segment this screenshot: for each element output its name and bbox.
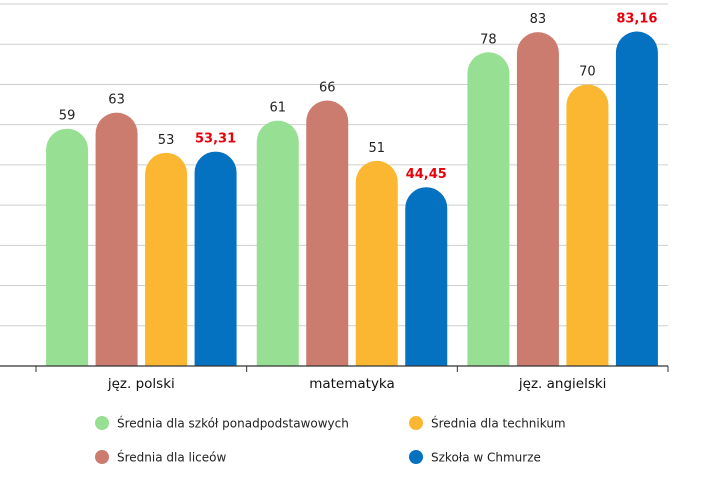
legend-swatch: [409, 450, 423, 464]
legend-swatch: [409, 416, 423, 430]
legend-item: Średnia dla liceów: [95, 450, 227, 465]
data-label: 53,31: [195, 132, 236, 147]
bar: [566, 84, 609, 366]
category-label: jęz. polski: [107, 376, 175, 392]
data-label: 51: [368, 141, 385, 156]
legend-label: Średnia dla szkół ponadpodstawowych: [117, 416, 349, 431]
legend-label: Szkoła w Chmurze: [431, 451, 541, 465]
legend-swatch: [95, 416, 109, 430]
bars: [46, 31, 658, 367]
data-label: 59: [59, 109, 76, 124]
bar: [95, 112, 138, 367]
category-label: matematyka: [309, 376, 395, 392]
data-label: 70: [579, 64, 596, 79]
legend-swatch: [95, 450, 109, 464]
bar: [306, 100, 349, 367]
data-label: 61: [269, 101, 286, 116]
data-label: 63: [108, 93, 125, 108]
data-label: 53: [158, 133, 175, 148]
legend-item: Szkoła w Chmurze: [409, 450, 541, 465]
bar: [405, 187, 448, 366]
legend-label: Średnia dla technikum: [431, 416, 566, 431]
legend-label: Średnia dla liceów: [117, 450, 227, 465]
bar: [145, 152, 188, 366]
data-label: 44,45: [406, 167, 447, 182]
bar: [516, 32, 559, 367]
data-label: 83: [530, 12, 547, 27]
x-axis-ticks: [35, 366, 669, 372]
category-label: jęz. angielski: [518, 376, 607, 392]
bar: [467, 52, 510, 367]
data-label: 83,16: [616, 12, 657, 27]
legend-item: Średnia dla technikum: [409, 416, 566, 431]
bar: [46, 128, 89, 366]
bar: [256, 120, 299, 367]
legend: Średnia dla szkół ponadpodstawowych Średn…: [95, 416, 566, 465]
bar: [194, 151, 237, 366]
data-labels: 59 63 53 53,31 61 66 51 44,45 78 83 70 83,16: [59, 12, 658, 183]
legend-item: Średnia dla szkół ponadpodstawowych: [95, 416, 349, 431]
category-labels: jęz. polski matematyka jęz. angielski: [107, 376, 607, 392]
bar: [615, 31, 658, 367]
data-label: 78: [480, 32, 497, 47]
data-label: 66: [319, 81, 336, 96]
bar: [355, 160, 398, 366]
